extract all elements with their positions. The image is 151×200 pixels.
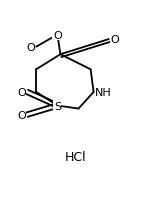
Text: O: O — [53, 30, 62, 40]
Text: HCl: HCl — [65, 151, 86, 164]
Text: O: O — [17, 88, 26, 97]
Text: S: S — [54, 101, 61, 111]
Text: O: O — [17, 110, 26, 120]
Text: NH: NH — [95, 88, 112, 97]
Text: O: O — [26, 42, 35, 52]
Text: O: O — [110, 35, 119, 45]
